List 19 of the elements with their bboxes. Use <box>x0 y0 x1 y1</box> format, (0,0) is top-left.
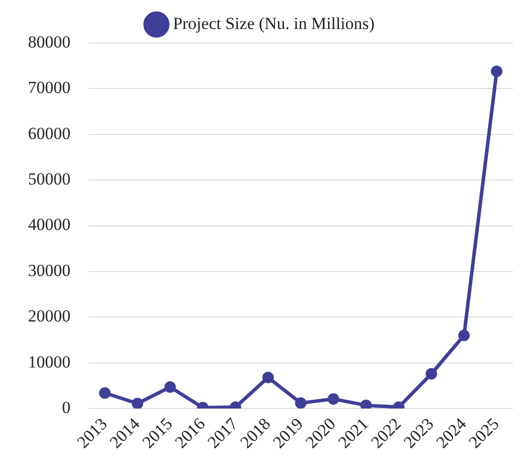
point <box>99 387 111 399</box>
point <box>490 66 502 78</box>
point <box>164 381 176 393</box>
legend-label: Project Size (Nu. in Millions) <box>172 14 375 33</box>
y-tick-label: 60000 <box>28 124 70 143</box>
point <box>328 393 340 405</box>
y-tick-label: 80000 <box>28 32 70 52</box>
y-tick-label: 70000 <box>28 78 70 98</box>
point <box>132 398 144 409</box>
y-tick-label: 40000 <box>28 215 70 234</box>
y-tick-label: 20000 <box>28 306 70 326</box>
y-tick-label: 10000 <box>28 352 70 372</box>
point <box>295 397 306 409</box>
point <box>426 368 438 380</box>
y-tick-label: 30000 <box>28 260 70 280</box>
point <box>458 330 470 342</box>
y-tick-label: 0 <box>62 398 70 417</box>
y-tick-label: 50000 <box>28 170 70 189</box>
point <box>262 372 274 384</box>
